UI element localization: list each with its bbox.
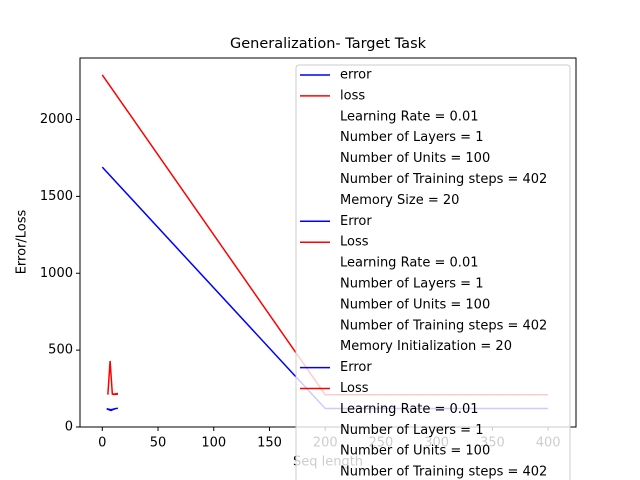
- line-series: [106, 407, 116, 411]
- legend-label: Loss: [340, 235, 369, 250]
- legend-note: Memory Size = 20: [340, 193, 459, 208]
- legend-box: [295, 64, 571, 480]
- x-tick-label: 0: [98, 436, 106, 451]
- legend-note: Number of Layers = 1: [340, 277, 483, 292]
- legend-note: Number of Units = 100: [340, 151, 490, 166]
- legend-label: loss: [340, 88, 365, 103]
- legend-note: Learning Rate = 0.01: [340, 256, 478, 271]
- legend-note: Number of Units = 100: [340, 444, 490, 459]
- x-tick-label: 100: [201, 436, 226, 451]
- y-axis-label: Error/Loss: [15, 209, 30, 274]
- legend-label: Error: [340, 360, 372, 375]
- legend-note: Number of Training steps = 402: [340, 172, 547, 187]
- y-tick-label: 2000: [40, 112, 73, 127]
- legend-note: Number of Training steps = 402: [340, 318, 547, 333]
- legend-note: Memory Initialization = 20: [340, 339, 512, 354]
- legend-note: Number of Layers = 1: [340, 130, 483, 145]
- legend-label: Loss: [340, 381, 369, 396]
- chart-title: Generalization- Target Task: [230, 36, 427, 52]
- legend-label: error: [340, 68, 372, 83]
- legend-note: Number of Training steps = 402: [340, 465, 547, 480]
- y-tick-label: 0: [65, 420, 73, 435]
- y-tick-label: 1500: [40, 189, 73, 204]
- legend-note: Learning Rate = 0.01: [340, 402, 478, 417]
- legend-note: Learning Rate = 0.01: [340, 109, 478, 124]
- x-tick-label: 150: [257, 436, 282, 451]
- y-tick-label: 500: [48, 343, 73, 358]
- x-tick-label: 50: [150, 436, 167, 451]
- legend-note: Number of Units = 100: [340, 297, 490, 312]
- legend-note: Number of Layers = 1: [340, 423, 483, 438]
- y-tick-label: 1000: [40, 266, 73, 281]
- legend-label: Error: [340, 214, 372, 229]
